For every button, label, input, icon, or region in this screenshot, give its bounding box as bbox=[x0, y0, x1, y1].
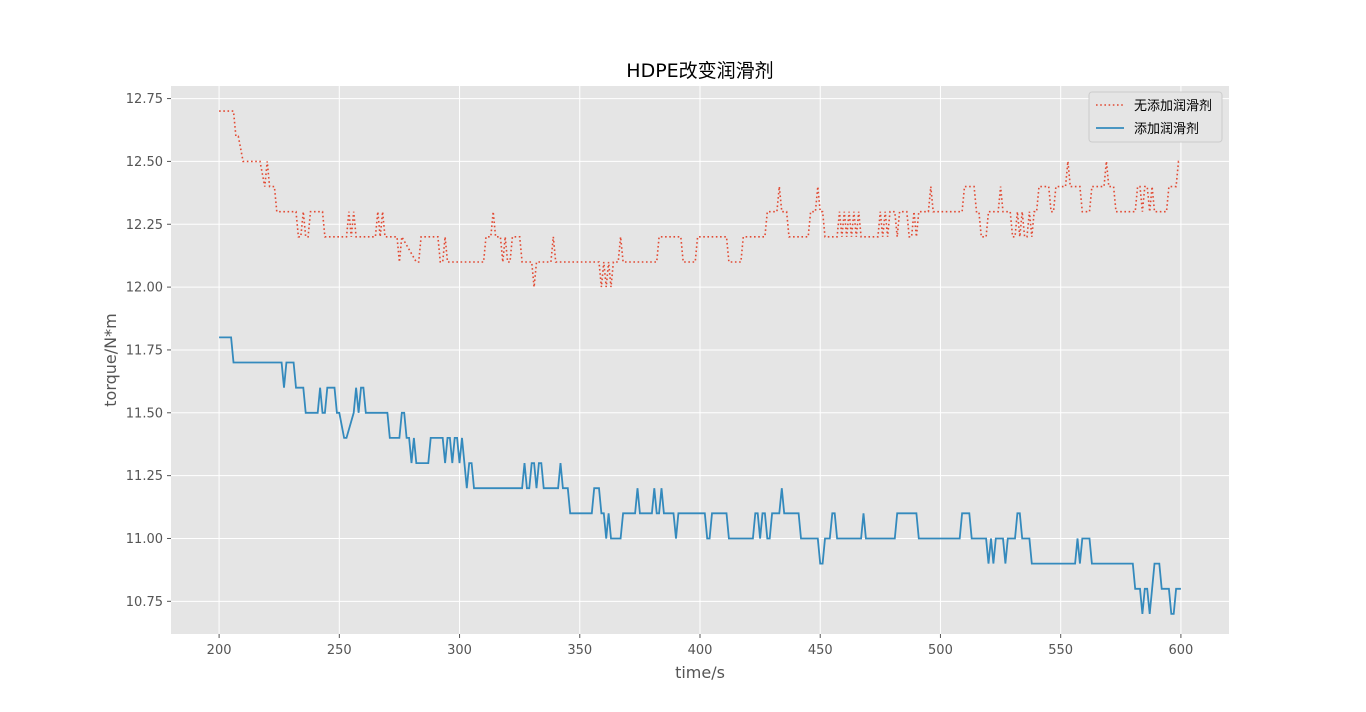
y-axis-ticks: 10.75 11.00 11.25 11.50 11.75 12.00 12.25 12.50… bbox=[126, 92, 171, 610]
series-layer bbox=[219, 110, 1181, 615]
y-axis-label: torque/N*m bbox=[101, 313, 120, 406]
grid bbox=[171, 86, 1229, 634]
x-tick-label: 500 bbox=[928, 643, 953, 658]
chart-title: HDPE改变润滑剂 bbox=[626, 60, 773, 82]
y-tick-label: 10.75 bbox=[126, 595, 163, 610]
y-tick-label: 11.50 bbox=[126, 406, 163, 421]
legend-label-no-lubricant: 无添加润滑剂 bbox=[1134, 99, 1212, 114]
y-tick-label: 12.25 bbox=[126, 218, 163, 233]
series-line-no-lubricant bbox=[219, 110, 1181, 288]
legend: 无添加润滑剂 添加润滑剂 bbox=[1088, 91, 1223, 143]
y-tick-label: 11.00 bbox=[126, 532, 163, 547]
x-tick-label: 400 bbox=[688, 643, 713, 658]
x-axis-label: time/s bbox=[675, 663, 725, 682]
x-tick-label: 350 bbox=[567, 643, 592, 658]
series-line-with-lubricant bbox=[219, 336, 1181, 615]
x-tick-label: 600 bbox=[1168, 643, 1193, 658]
x-tick-label: 200 bbox=[207, 643, 232, 658]
x-axis-ticks: 200 250 300 350 400 450 500 550 600 bbox=[207, 634, 1193, 658]
x-tick-label: 450 bbox=[808, 643, 833, 658]
y-tick-label: 12.75 bbox=[126, 92, 163, 107]
legend-label-with-lubricant: 添加润滑剂 bbox=[1134, 122, 1199, 137]
x-tick-label: 300 bbox=[447, 643, 472, 658]
y-tick-label: 12.00 bbox=[126, 281, 163, 296]
y-tick-label: 12.50 bbox=[126, 155, 163, 170]
y-tick-label: 11.25 bbox=[126, 469, 163, 484]
x-tick-label: 550 bbox=[1048, 643, 1073, 658]
x-tick-label: 250 bbox=[327, 643, 352, 658]
y-tick-label: 11.75 bbox=[126, 343, 163, 358]
